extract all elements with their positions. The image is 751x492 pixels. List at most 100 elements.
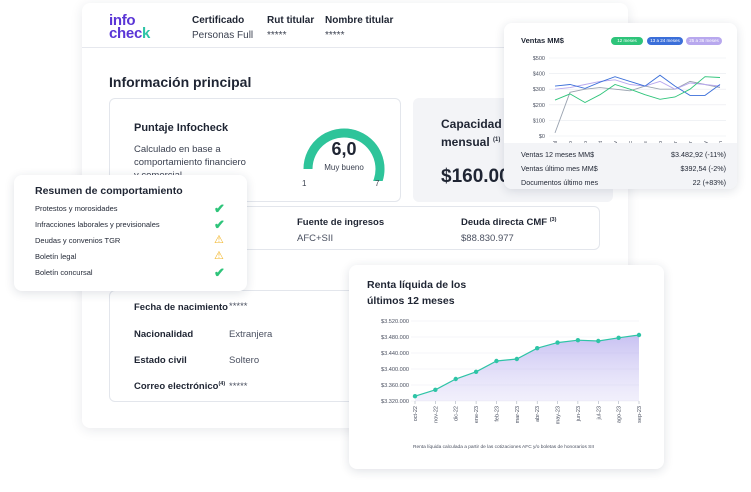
resumen-item-label: Boletín legal — [35, 252, 77, 261]
ventas-title: Ventas MM$ — [521, 36, 564, 45]
header-divider — [82, 47, 628, 48]
ventas-y-tick: $100 — [533, 118, 545, 124]
renta-x-tick: ene-23 — [474, 406, 480, 423]
deuda-directa: Deuda directa CMF (3) $88.830.977 — [461, 217, 556, 244]
header-rut: Rut titular ***** — [267, 15, 314, 41]
ventas-chart: $500$400$300$200$100$0julagosepoctnovdic… — [533, 56, 726, 151]
nombre-label: Nombre titular — [325, 15, 394, 26]
renta-line — [414, 334, 640, 397]
renta-point — [433, 387, 438, 392]
certificado-value: Personas Full — [192, 30, 254, 41]
renta-y-tick: $3.400.000 — [381, 367, 409, 373]
renta-y-tick: $3.440.000 — [381, 351, 409, 357]
renta-x-tick: ago-23 — [617, 406, 623, 423]
income-box: Fuente de ingresos AFC+SII Deuda directa… — [200, 206, 600, 250]
stat-label: Documentos último mes — [521, 178, 599, 187]
deuda-label: Deuda directa CMF — [461, 217, 548, 229]
score-box: Puntaje Infocheck Calculado en base a co… — [109, 98, 401, 202]
ventas-stats — [504, 143, 737, 189]
legend-12-meses: 12 meses — [611, 37, 643, 45]
legend-25-36-meses: 25 a 36 meses — [686, 37, 722, 45]
correo-value: ***** — [229, 381, 248, 392]
resumen-item-label: Protestos y morosidades — [35, 204, 118, 213]
ventas-stats-list: Ventas 12 meses MM$ $3.482,92 (-11%) Vent… — [521, 148, 726, 190]
warning-icon: ⚠ — [214, 234, 224, 246]
score-min: 1 — [302, 179, 307, 188]
capacidad-value: $160.00 — [441, 166, 510, 187]
stat-label: Ventas último mes MM$ — [521, 164, 598, 173]
renta-point — [575, 338, 581, 343]
renta-point — [636, 332, 642, 338]
ventas-stat-row: Ventas 12 meses MM$ $3.482,92 (-11%) — [521, 148, 726, 162]
resumen-item-label: Boletín concursal — [35, 268, 93, 277]
estado-civil-label: Estado civil — [134, 355, 187, 366]
header-nombre: Nombre titular ***** — [325, 15, 393, 41]
renta-point — [596, 338, 601, 344]
deuda-footnote: (3) — [549, 217, 557, 223]
renta-chart: $3.520.000 $3.480.000 $3.440.000 $3.400.000… — [381, 319, 643, 424]
renta-x-tick: feb-23 — [494, 406, 500, 422]
stat-value: $3.482,92 (-11%) — [670, 150, 726, 159]
renta-x-tick: may-23 — [556, 406, 562, 424]
fuente-ingresos: Fuente de ingresos AFC+SII — [297, 217, 384, 244]
ventas-series-line — [554, 80, 721, 134]
stat-value: 22 (+83%) — [692, 178, 726, 187]
ventas-y-tick: $400 — [533, 72, 545, 78]
personal-info-box: Fecha de nacimiento ***** Nacionalidad E… — [109, 290, 409, 402]
ventas-y-tick: $200 — [533, 103, 545, 109]
renta-title-line: Renta líquida de los — [367, 279, 467, 291]
rut-value: ***** — [267, 30, 287, 41]
nacionalidad-value: Extranjera — [229, 329, 273, 340]
renta-card: Renta líquida de los últimos 12 meses $3… — [349, 265, 664, 469]
ventas-card: Ventas MM$ 12 meses 13 a 24 meses 25 a 3… — [504, 23, 737, 189]
page-title: Información principal — [109, 74, 252, 90]
ventas-series-line — [554, 74, 721, 96]
ventas-y-tick: $500 — [533, 56, 545, 62]
renta-x-tick: jul-23 — [596, 406, 602, 420]
gauge-fill — [303, 128, 385, 181]
capacidad-title-line: Capacidad de — [441, 117, 520, 131]
renta-x-tick: mar-23 — [515, 406, 521, 423]
capacidad-footnote: (1) — [493, 137, 501, 143]
renta-x-tick: dic-22 — [454, 406, 460, 421]
check-icon: ✔ — [214, 265, 225, 280]
score-value: 6,0 — [331, 139, 357, 159]
score-desc-line: comportamiento financiero — [134, 157, 246, 168]
score-gauge — [303, 128, 385, 181]
resumen-item-label: Infracciones laborales y previsionales — [35, 220, 160, 229]
renta-x-tick: oct-22 — [413, 406, 419, 421]
fuente-value: AFC+SII — [297, 233, 334, 244]
renta-footnote: Renta líquida calculada a partir de las … — [413, 445, 595, 450]
correo-label-text: Correo electrónico — [134, 381, 219, 393]
logo-bottom: chec — [109, 25, 142, 42]
renta-area — [415, 335, 639, 401]
fecha-value: ***** — [229, 301, 248, 312]
correo-label: Correo electrónico(4) — [134, 381, 225, 392]
renta-point — [473, 369, 479, 374]
resumen-item-label: Deudas y convenios TGR — [35, 236, 121, 245]
header-certificado: Certificado Personas Full — [192, 15, 253, 41]
capacidad-title: Capacidad de mensual (1) — [441, 116, 519, 150]
resumen-card: Resumen de comportamiento Protestos y mo… — [14, 175, 247, 291]
ventas-y-tick: $300 — [533, 87, 545, 93]
stat-value: $392,54 (-2%) — [680, 164, 726, 173]
warning-icon: ⚠ — [214, 250, 224, 262]
logo-bottom-accent: k — [142, 25, 151, 42]
renta-point — [494, 358, 499, 364]
score-desc-line: Calculado en base a — [134, 144, 221, 155]
ventas-series-line — [554, 76, 721, 104]
score-max: 7 — [375, 179, 380, 188]
ventas-series-line — [554, 79, 721, 90]
renta-y-tick: $3.360.000 — [381, 383, 409, 389]
deuda-value: $88.830.977 — [461, 233, 514, 245]
fecha-label: Fecha de nacimiento — [134, 302, 228, 313]
legend-13-24-meses: 13 a 24 meses — [647, 37, 683, 45]
fuente-label: Fuente de ingresos — [297, 217, 385, 228]
renta-x-tick: jun-23 — [576, 406, 582, 422]
renta-y-tick: $3.480.000 — [381, 335, 409, 341]
renta-x-tick: nov-22 — [433, 406, 439, 423]
renta-point — [534, 346, 540, 351]
score-label: Muy bueno — [324, 163, 364, 172]
renta-y-tick: $3.520.000 — [381, 319, 409, 325]
renta-point — [453, 376, 458, 382]
